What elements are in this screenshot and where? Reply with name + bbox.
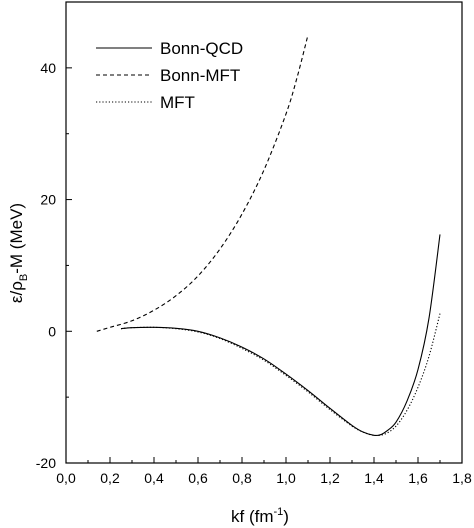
series-line-bonn-mft xyxy=(96,34,309,332)
x-tick-label: 1,0 xyxy=(276,470,296,486)
x-tick-label: 1,4 xyxy=(364,470,384,486)
x-tick-label: 0,6 xyxy=(188,470,208,486)
x-tick-label: 1,2 xyxy=(320,470,340,486)
legend-label: Bonn-MFT xyxy=(160,66,240,85)
series-line-bonn-qcd xyxy=(120,234,441,437)
y-axis-title: ε/ρB-M (MeV) xyxy=(7,203,30,303)
series-line-mft xyxy=(120,313,441,437)
y-tick-label: 0 xyxy=(48,323,56,339)
legend: Bonn-QCD Bonn-MFT MFT xyxy=(96,39,243,112)
x-tick-label: 1,6 xyxy=(408,470,428,486)
x-tick-label: 0,8 xyxy=(232,470,252,486)
x-axis-ticks: 0,0 0,2 0,4 0,6 0,8 1,0 1,2 1,4 1,6 1,8 xyxy=(56,457,472,486)
plot-frame xyxy=(65,1,463,464)
x-tick-label: 0,0 xyxy=(56,470,76,486)
series-layer xyxy=(96,34,441,437)
x-axis-title: kf (fm-1) xyxy=(231,506,289,526)
y-tick-label: -20 xyxy=(36,455,56,471)
y-tick-label: 20 xyxy=(40,192,56,208)
x-tick-label: 0,2 xyxy=(100,470,120,486)
x-tick-label: 1,8 xyxy=(452,470,472,486)
y-tick-label: 40 xyxy=(40,60,56,76)
x-tick-label: 0,4 xyxy=(144,470,164,486)
legend-label: Bonn-QCD xyxy=(160,39,243,58)
legend-label: MFT xyxy=(160,93,195,112)
y-axis-ticks: -20 0 20 40 xyxy=(36,1,72,471)
